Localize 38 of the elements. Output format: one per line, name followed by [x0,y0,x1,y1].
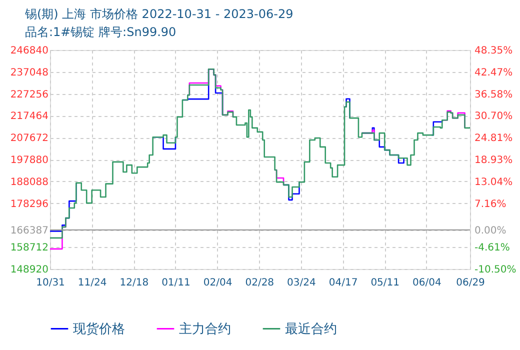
y2-tick-label: 7.16% [474,198,506,210]
x-tick-label: 05/11 [370,278,400,288]
y2-tick-label: 13.04% [474,176,513,188]
y2-tick-label: 48.35% [474,46,513,56]
x-tick-label: 11/24 [78,278,107,288]
y2-tick-label: 30.70% [474,111,513,122]
x-tick-label: 06/29 [456,278,485,288]
y-tick-label: 227256 [10,89,48,100]
y-tick-label: 188088 [10,176,48,188]
x-tick-label: 03/24 [287,278,316,288]
y-tick-label: 197880 [10,155,48,166]
y2-tick-label: -4.61% [474,242,510,254]
y-tick-label: 246840 [10,46,48,56]
x-tick-label: 12/18 [120,278,149,288]
y2-tick-label: 18.93% [474,154,513,166]
y-tick-label: 237048 [10,67,48,78]
y-tick-label: 217464 [10,111,48,122]
y2-tick-label: -10.50% [474,264,516,276]
y2-tick-label: 42.47% [474,67,513,78]
chart-subtitle: 品名:1#锡锭 牌号:Sn99.90 [25,25,176,39]
y2-tick-label: 0.00% [474,225,506,236]
legend-label: 现货价格 [73,322,125,337]
y2-tick-label: 36.58% [474,89,513,100]
chart-title: 锡(期) 上海 市场价格 2022-10-31 - 2023-06-29 [24,7,294,21]
x-tick-label: 01/11 [162,278,190,288]
y2-tick-label: 24.81% [474,133,513,144]
y-tick-label: 207672 [10,133,48,144]
legend-label: 主力合约 [179,320,231,337]
x-tick-label: 02/04 [203,278,232,288]
x-tick-label: 06/04 [412,278,442,288]
legend-label: 最近合约 [285,322,337,337]
x-tick-label: 02/28 [245,278,274,288]
y-tick-label: 166387 [10,225,48,236]
y-tick-label: 178296 [10,198,48,210]
x-tick-label: 04/17 [328,278,358,288]
x-tick-label: 10/31 [36,278,65,288]
y-tick-label: 158712 [10,242,48,254]
y-tick-label: 148920 [10,264,48,276]
